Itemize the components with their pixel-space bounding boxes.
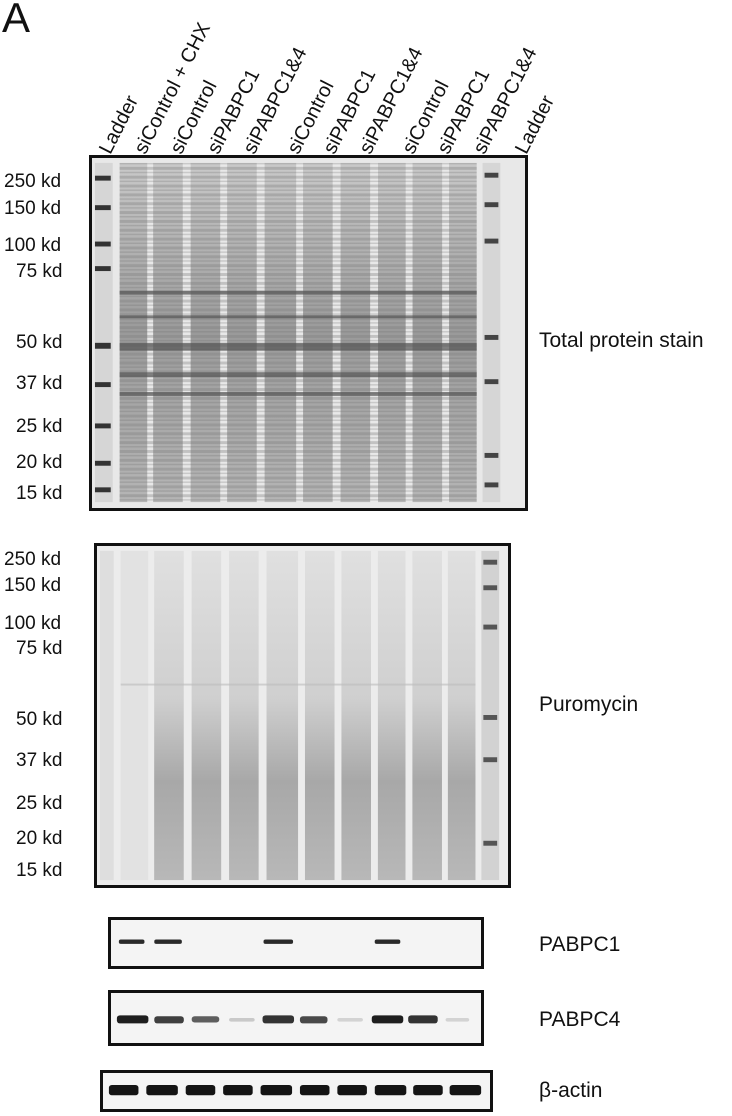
puromycin-blot-image	[97, 546, 508, 885]
mw-marker: 250 kd	[4, 549, 62, 570]
pabpc1-label: PABPC1	[539, 933, 621, 956]
total-protein-blot	[89, 155, 528, 511]
mw-marker: 50 kd	[16, 709, 63, 730]
puromycin-label: Puromycin	[539, 693, 639, 716]
mw-marker: 75 kd	[16, 638, 63, 659]
mw-marker: 150 kd	[4, 198, 62, 219]
mw-marker: 100 kd	[4, 235, 62, 256]
pabpc1-blot-image	[118, 939, 401, 944]
pabpc1-blot	[108, 917, 484, 969]
total-protein-label: Total protein stain	[539, 329, 704, 352]
mw-marker: 100 kd	[4, 613, 62, 634]
beta-actin-blot	[100, 1070, 493, 1112]
lane-labels: Ladder siControl + CHX siControl siPABPC…	[0, 0, 732, 160]
pabpc4-blot	[108, 990, 484, 1046]
mw-marker: 250 kd	[4, 171, 62, 192]
mw-marker: 37 kd	[16, 373, 63, 394]
beta-actin-blot-image	[108, 1085, 482, 1096]
mw-marker: 15 kd	[16, 860, 63, 881]
mw-marker: 20 kd	[16, 452, 63, 473]
mw-marker: 150 kd	[4, 575, 62, 596]
lane-label: Ladder	[511, 92, 559, 158]
mw-marker: 25 kd	[16, 793, 63, 814]
total-protein-blot-image	[92, 158, 525, 508]
puromycin-blot	[94, 543, 511, 888]
pabpc4-label: PABPC4	[539, 1008, 621, 1031]
mw-marker: 25 kd	[16, 416, 63, 437]
mw-marker: 15 kd	[16, 483, 63, 504]
pabpc4-blot-image	[116, 1015, 470, 1024]
mw-marker: 75 kd	[16, 261, 63, 282]
mw-marker: 50 kd	[16, 332, 63, 353]
mw-marker: 37 kd	[16, 750, 63, 771]
beta-actin-label: β-actin	[539, 1079, 603, 1102]
panel-letter: A	[2, 0, 31, 41]
mw-marker: 20 kd	[16, 828, 63, 849]
